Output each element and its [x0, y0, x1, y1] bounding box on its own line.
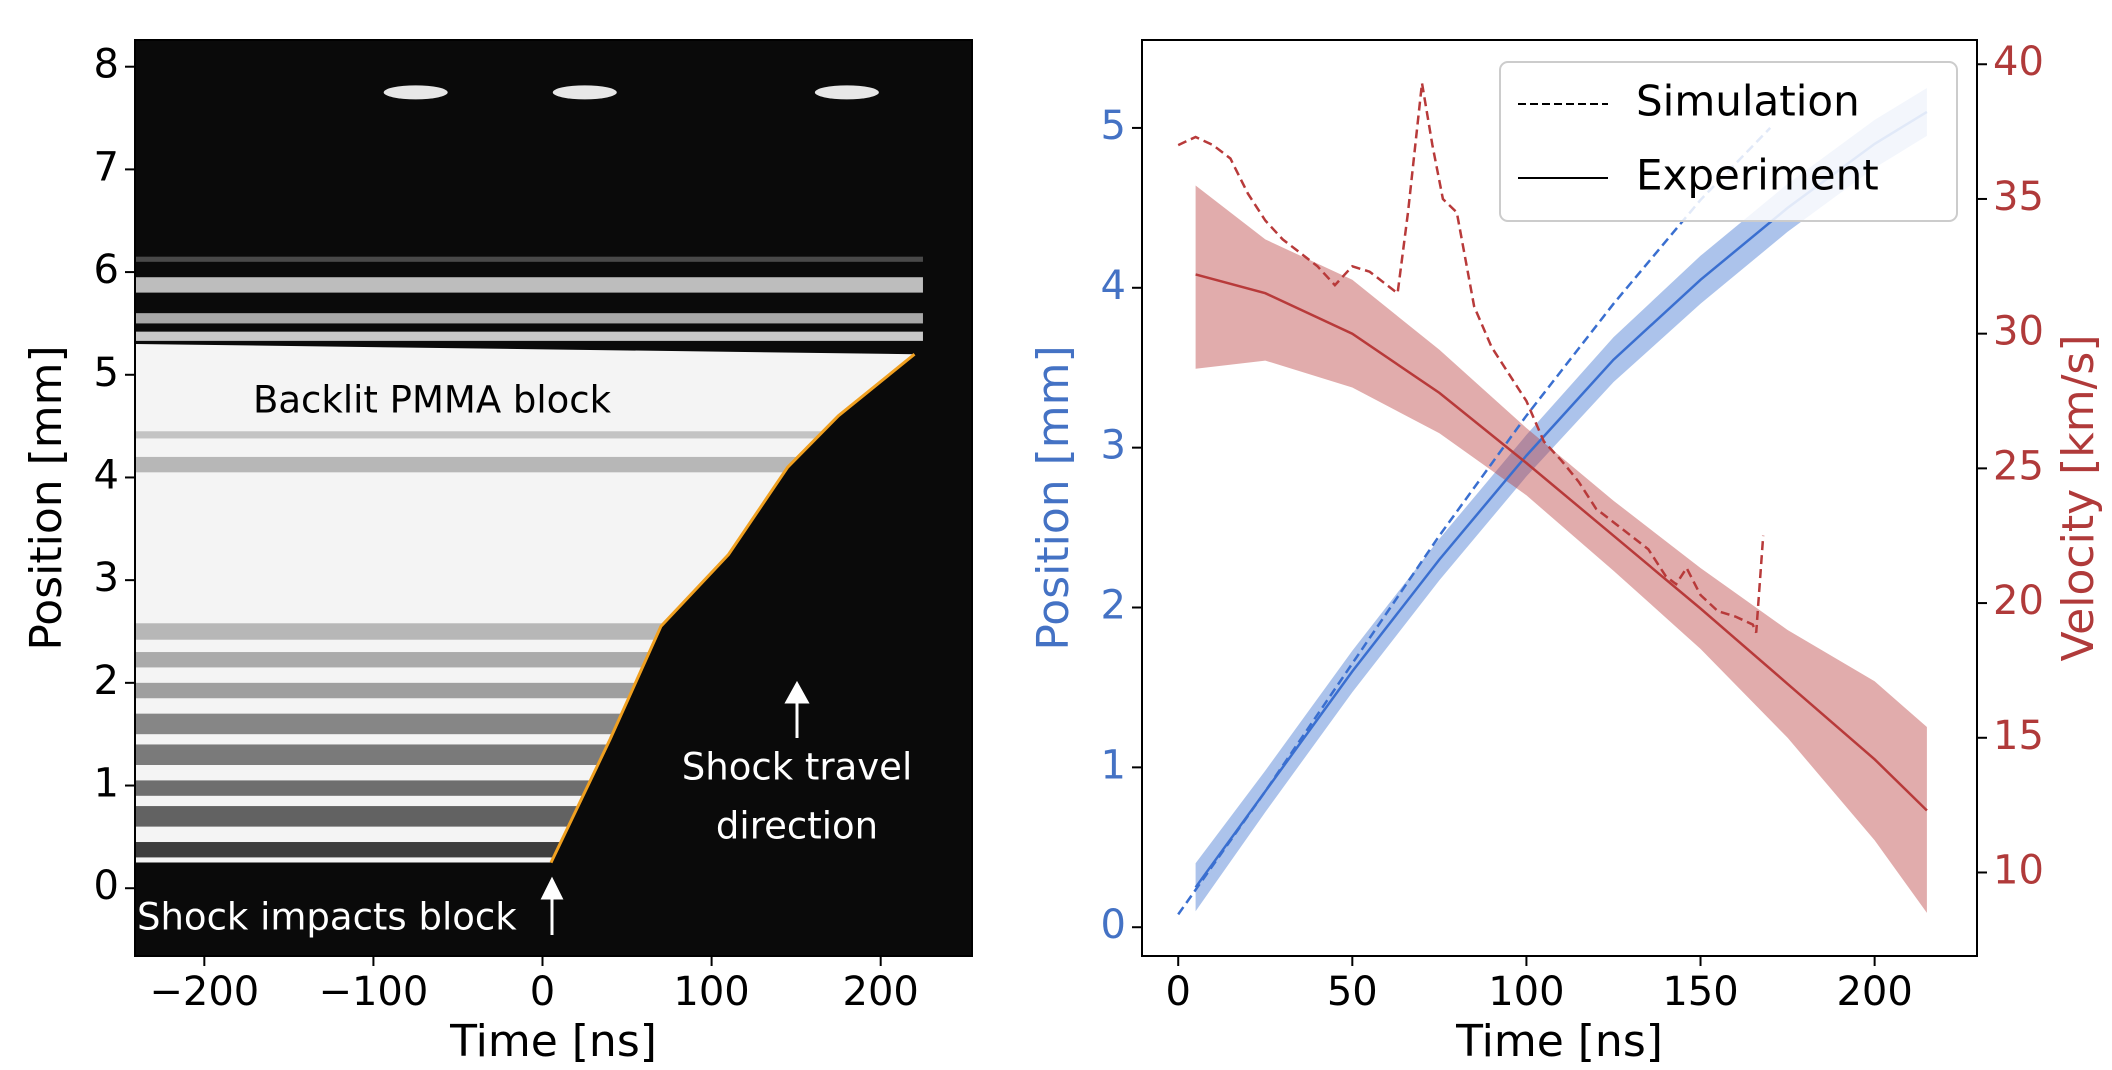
fiducial [552, 85, 617, 100]
y-tick-label: 5 [94, 350, 119, 396]
stripe [135, 456, 915, 473]
legend-label: Simulation [1636, 77, 1860, 126]
bright-stripe [135, 313, 923, 324]
x-tick-label: 50 [1327, 969, 1378, 1015]
series-line [1195, 273, 1928, 812]
bright-stripe [135, 256, 923, 262]
x-tick-label: −100 [318, 969, 428, 1015]
x-axis-label: Time [ns] [449, 1016, 657, 1067]
y-tick-label: 3 [1101, 423, 1126, 469]
y2-tick-label: 40 [1993, 39, 2044, 85]
y-tick-label: 5 [1101, 103, 1126, 149]
streak-image [135, 40, 972, 956]
fiducial [814, 85, 879, 100]
y-tick-label: 2 [1101, 583, 1126, 629]
x-tick-label: −200 [149, 969, 259, 1015]
y2-axis-label: Velocity [km/s] [2053, 334, 2104, 661]
y-tick-label: 2 [94, 658, 119, 704]
annotation: Backlit PMMA block [253, 379, 612, 422]
legend-label: Experiment [1636, 151, 1879, 200]
annotation: Shock impacts block [137, 896, 517, 939]
series-line [1177, 82, 1765, 634]
y2-tick-label: 30 [1993, 309, 2044, 355]
x-tick-label: 100 [1488, 969, 1564, 1015]
stripe [135, 431, 915, 439]
y-tick-label: 0 [1101, 902, 1126, 948]
y-tick-label: 3 [94, 555, 119, 601]
bright-stripe [135, 331, 923, 341]
backlit-region [135, 343, 915, 863]
shock-front [549, 353, 916, 864]
arrow [784, 680, 810, 738]
y-tick-label: 1 [1101, 742, 1126, 788]
y2-tick-label: 10 [1993, 847, 2044, 893]
x-tick-label: 200 [843, 969, 919, 1015]
series-line [1177, 127, 1772, 916]
y2-tick-label: 15 [1993, 713, 2044, 759]
y-tick-label: 8 [94, 42, 119, 88]
confidence-band [1195, 185, 1927, 913]
y-tick-label: 1 [94, 761, 119, 807]
x-tick-label: 0 [530, 969, 555, 1015]
annotation: Shock travel [682, 746, 912, 789]
y-axis-label: Position [mm] [21, 345, 72, 650]
x-tick-label: 200 [1836, 969, 1912, 1015]
y-tick-label: 4 [1101, 263, 1126, 309]
legend-box [1499, 61, 1958, 222]
y2-tick-label: 35 [1993, 174, 2044, 220]
y-tick-label: 4 [94, 452, 119, 498]
bright-stripe [135, 277, 923, 293]
x-axis-label: Time [ns] [1455, 1016, 1663, 1067]
y-tick-label: 0 [94, 863, 119, 909]
y-axis-label: Position [mm] [1028, 345, 1079, 650]
annotation: direction [716, 805, 878, 848]
x-tick-label: 0 [1165, 969, 1190, 1015]
arrow [540, 876, 564, 935]
y2-tick-label: 20 [1993, 578, 2044, 624]
axes-frame [1141, 39, 1978, 957]
x-tick-label: 100 [673, 969, 749, 1015]
x-tick-label: 150 [1662, 969, 1738, 1015]
y-tick-label: 6 [94, 247, 119, 293]
y2-tick-label: 25 [1993, 443, 2044, 489]
fiducial [383, 85, 448, 100]
axes-frame [134, 39, 973, 957]
y-tick-label: 7 [94, 144, 119, 190]
